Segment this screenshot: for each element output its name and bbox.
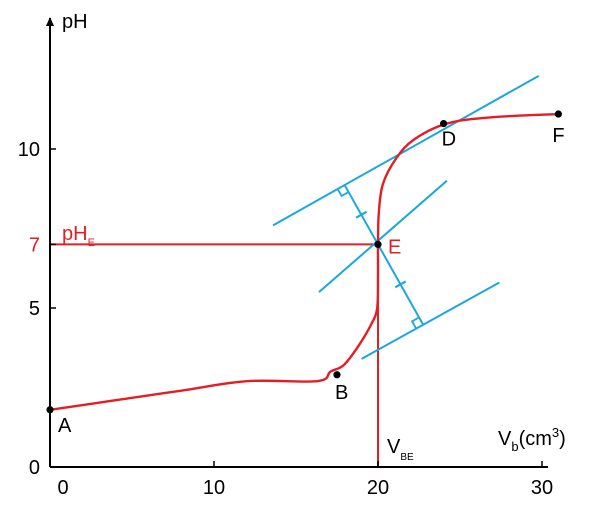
point-label-e: E [388, 236, 401, 258]
x-axis-label-main: V [498, 428, 512, 450]
point-label-b: B [335, 382, 348, 404]
y-tick-label: 0 [29, 457, 40, 479]
point-e [374, 240, 382, 248]
point-label-a: A [58, 415, 72, 437]
x-tick-label: 10 [203, 477, 225, 499]
x-axis-label-sup: 3 [552, 425, 559, 440]
equal-length-mark-1 [355, 210, 368, 219]
v-equivalence-sub: BE [400, 452, 414, 463]
x-tick-label: 30 [531, 477, 553, 499]
x-axis-label-unit: (cm [519, 428, 552, 450]
point-label-f: F [552, 125, 564, 147]
ph-equivalence-main: pH [62, 223, 88, 245]
tangent-line-3 [361, 281, 500, 360]
x-axis-label-sub: b [511, 439, 518, 454]
y-tick-label: 7 [29, 234, 40, 256]
tangent-line-1 [272, 74, 540, 227]
ph-equivalence-label: pHE [62, 223, 95, 249]
ph-equivalence-sub: E [88, 237, 95, 249]
titration-curve [49, 112, 559, 411]
right-angle-mark-2 [410, 316, 420, 329]
y-tick-label: 10 [18, 139, 40, 161]
x-axis-label-close: ) [559, 428, 566, 450]
x-tick-label: 0 [57, 477, 68, 499]
v-equivalence-label: VBE [387, 436, 414, 463]
point-f [554, 110, 563, 118]
point-label-d: D [442, 129, 456, 151]
point-a [46, 406, 54, 414]
right-angle-mark-1 [336, 188, 349, 198]
point-d [440, 119, 448, 128]
v-equivalence-main: V [387, 436, 401, 458]
x-tick-label: 20 [367, 477, 389, 499]
equal-length-mark-2 [394, 280, 407, 289]
tangent-line-2 [318, 180, 448, 293]
y-tick-label: 5 [29, 298, 40, 320]
y-axis-label: pH [62, 11, 88, 33]
perpendicular-segment [343, 184, 424, 325]
point-b [333, 371, 341, 379]
x-axis-label: Vb(cm3) [498, 425, 566, 454]
